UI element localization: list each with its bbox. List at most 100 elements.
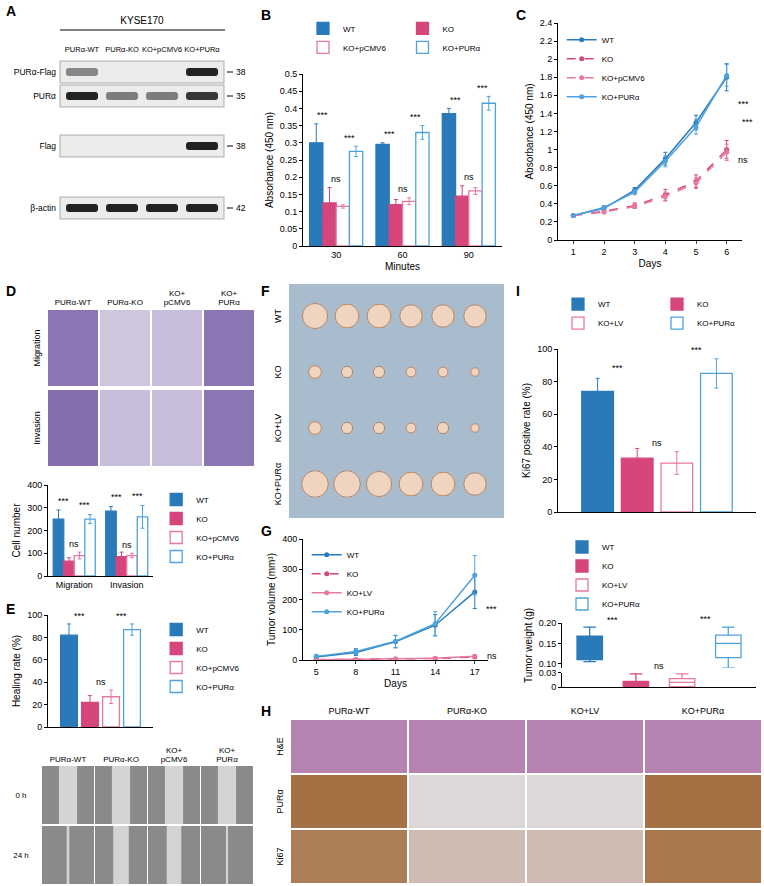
- svg-text:PURα-WT: PURα-WT: [65, 45, 100, 54]
- svg-text:Ki67 positive rate (%): Ki67 positive rate (%): [521, 383, 532, 478]
- svg-text:WT: WT: [196, 626, 209, 635]
- svg-text:0: 0: [37, 722, 42, 732]
- svg-text:14: 14: [430, 667, 440, 677]
- svg-text:24 h: 24 h: [13, 851, 29, 860]
- svg-text:Tumor volume (mm³): Tumor volume (mm³): [266, 553, 277, 646]
- svg-text:KYSE170: KYSE170: [120, 15, 164, 26]
- svg-text:5: 5: [693, 247, 698, 257]
- svg-text:0.3: 0.3: [285, 138, 298, 148]
- svg-text:***: ***: [344, 133, 355, 143]
- svg-text:***: ***: [607, 615, 618, 625]
- svg-text:KO+PURα: KO+PURα: [273, 463, 283, 505]
- svg-text:KO+PURα: KO+PURα: [196, 553, 234, 562]
- svg-text:***: ***: [742, 117, 753, 127]
- svg-text:Ki67: Ki67: [275, 847, 285, 865]
- svg-text:***: ***: [700, 614, 711, 624]
- svg-text:PURα: PURα: [33, 91, 56, 101]
- svg-text:Migration: Migration: [32, 329, 42, 366]
- svg-text:ns: ns: [331, 174, 341, 184]
- svg-text:KO+LV: KO+LV: [571, 706, 600, 716]
- svg-text:***: ***: [486, 604, 497, 614]
- svg-text:KO+PURα: KO+PURα: [216, 746, 238, 764]
- svg-text:4: 4: [663, 247, 668, 257]
- svg-text:2: 2: [601, 247, 606, 257]
- svg-text:Minutes: Minutes: [385, 261, 420, 272]
- svg-text:D: D: [6, 283, 16, 299]
- svg-text:I: I: [516, 283, 520, 299]
- svg-text:KO+LV: KO+LV: [602, 581, 628, 590]
- svg-text:***: ***: [116, 611, 127, 621]
- svg-text:0: 0: [292, 655, 297, 665]
- svg-text:KO+LV: KO+LV: [347, 589, 373, 598]
- svg-text:KO: KO: [273, 365, 283, 378]
- svg-text:WT: WT: [343, 25, 356, 34]
- svg-text:5: 5: [314, 667, 319, 677]
- svg-text:WT: WT: [602, 36, 615, 45]
- svg-text:KO+PURα: KO+PURα: [602, 600, 640, 609]
- svg-text:Healing rate (%): Healing rate (%): [11, 635, 22, 707]
- svg-text:60: 60: [32, 655, 42, 665]
- svg-text:WT: WT: [602, 543, 615, 552]
- svg-text:0.15: 0.15: [280, 190, 298, 200]
- svg-text:1.2: 1.2: [540, 127, 553, 137]
- svg-text:0: 0: [547, 507, 552, 517]
- svg-text:***: ***: [317, 110, 328, 120]
- svg-text:KO+pCMV6: KO+pCMV6: [164, 289, 191, 307]
- svg-text:100: 100: [282, 625, 297, 635]
- svg-text:0 h: 0 h: [15, 791, 26, 800]
- svg-text:***: ***: [450, 95, 461, 105]
- svg-text:200: 200: [27, 526, 42, 536]
- svg-text:KO+PURα: KO+PURα: [347, 608, 385, 617]
- svg-text:0.6: 0.6: [540, 181, 553, 191]
- svg-text:Invasion: Invasion: [32, 411, 42, 445]
- svg-text:2.2: 2.2: [540, 36, 553, 46]
- svg-text:0: 0: [37, 571, 42, 581]
- svg-text:1.8: 1.8: [540, 72, 553, 82]
- svg-text:2: 2: [547, 54, 552, 64]
- svg-text:0: 0: [292, 241, 297, 251]
- svg-text:β-actin: β-actin: [30, 203, 56, 213]
- svg-text:KO+PURα: KO+PURα: [196, 683, 234, 692]
- svg-text:0.15: 0.15: [539, 639, 557, 649]
- svg-text:0.35: 0.35: [280, 121, 298, 131]
- svg-text:KO+pCMV6: KO+pCMV6: [343, 44, 386, 53]
- svg-text:PURα-WT: PURα-WT: [328, 706, 370, 716]
- svg-text:ns: ns: [96, 677, 106, 687]
- svg-text:200: 200: [282, 595, 297, 605]
- svg-text:ns: ns: [487, 651, 497, 661]
- svg-text:40: 40: [542, 442, 552, 452]
- svg-text:***: ***: [111, 492, 122, 502]
- svg-text:8: 8: [353, 667, 358, 677]
- svg-text:38: 38: [236, 67, 246, 77]
- svg-text:0: 0: [551, 682, 556, 692]
- svg-text:KO: KO: [196, 515, 208, 524]
- svg-text:***: ***: [58, 496, 69, 506]
- svg-text:0.03: 0.03: [539, 668, 557, 678]
- svg-text:C: C: [516, 7, 526, 23]
- svg-text:KO: KO: [697, 300, 709, 309]
- svg-text:ns: ns: [398, 184, 408, 194]
- svg-text:Absorbance (450 nm): Absorbance (450 nm): [524, 83, 535, 179]
- svg-text:KO: KO: [196, 645, 208, 654]
- svg-text:0.2: 0.2: [540, 217, 553, 227]
- svg-text:ns: ns: [654, 661, 664, 671]
- svg-text:***: ***: [691, 345, 702, 355]
- svg-text:KO+LV: KO+LV: [273, 414, 283, 443]
- svg-text:30: 30: [331, 250, 341, 260]
- svg-text:1: 1: [571, 247, 576, 257]
- svg-text:0.5: 0.5: [285, 69, 298, 79]
- svg-text:0.20: 0.20: [539, 618, 557, 628]
- svg-text:KO+pCMV6: KO+pCMV6: [142, 45, 182, 54]
- svg-text:KO+pCMV6: KO+pCMV6: [196, 534, 239, 543]
- svg-text:100: 100: [27, 548, 42, 558]
- svg-text:42: 42: [236, 203, 246, 213]
- svg-text:80: 80: [542, 377, 552, 387]
- svg-text:E: E: [6, 601, 15, 617]
- svg-text:H: H: [261, 703, 271, 719]
- svg-text:0.4: 0.4: [285, 104, 298, 114]
- svg-text:Invasion: Invasion: [110, 580, 144, 590]
- svg-text:***: ***: [384, 129, 395, 139]
- svg-text:300: 300: [282, 564, 297, 574]
- svg-text:ns: ns: [464, 172, 474, 182]
- svg-text:1.6: 1.6: [540, 90, 553, 100]
